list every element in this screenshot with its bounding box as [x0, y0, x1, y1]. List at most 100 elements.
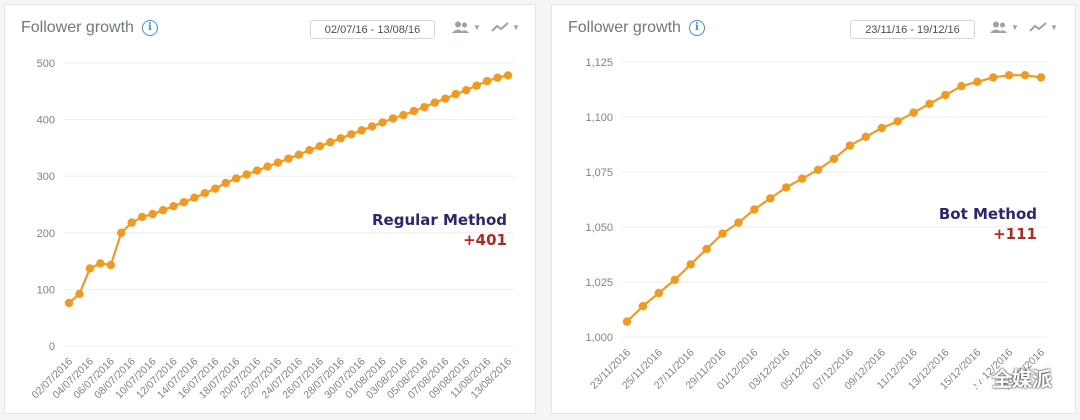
data-point[interactable]	[909, 108, 918, 117]
data-point[interactable]	[845, 141, 855, 150]
data-point[interactable]	[957, 82, 966, 91]
data-point[interactable]	[409, 106, 419, 116]
data-point[interactable]	[622, 317, 632, 326]
data-point[interactable]	[347, 130, 356, 139]
date-range-picker[interactable]: 23/11/16 - 19/12/16	[850, 20, 975, 39]
data-point[interactable]	[503, 71, 513, 80]
y-tick-label: 1,025	[585, 277, 613, 289]
data-point[interactable]	[451, 89, 460, 99]
info-circle-icon[interactable]: i	[688, 20, 705, 36]
y-tick-label: 1,100	[585, 112, 613, 124]
data-point[interactable]	[670, 275, 679, 284]
data-point[interactable]	[263, 162, 272, 171]
data-point[interactable]	[750, 205, 759, 214]
data-point[interactable]	[766, 194, 775, 203]
data-point[interactable]	[211, 184, 220, 193]
data-point[interactable]	[430, 98, 440, 107]
data-point[interactable]	[797, 174, 807, 183]
data-point[interactable]	[169, 201, 178, 211]
data-point[interactable]	[1020, 71, 1030, 80]
data-point[interactable]	[242, 170, 251, 179]
data-point[interactable]	[326, 138, 335, 147]
audience-filter-dropdown[interactable]: ▼	[452, 21, 481, 33]
chart-type-dropdown[interactable]: ▼	[491, 21, 520, 33]
date-range-picker[interactable]: 02/07/16 - 13/08/16	[310, 20, 435, 39]
data-point[interactable]	[85, 264, 95, 273]
data-point[interactable]	[493, 73, 502, 82]
data-point[interactable]	[294, 150, 304, 159]
data-point[interactable]	[718, 229, 727, 238]
data-point[interactable]	[702, 244, 711, 254]
data-point[interactable]	[232, 174, 241, 183]
data-point[interactable]	[179, 198, 189, 207]
data-point[interactable]	[284, 154, 293, 163]
data-point[interactable]	[861, 132, 871, 141]
chevron-down-icon: ▼	[473, 22, 481, 32]
data-point[interactable]	[829, 154, 839, 163]
y-tick-label: 500	[37, 58, 55, 70]
data-point[interactable]	[127, 218, 136, 227]
y-tick-label: 1,125	[585, 57, 613, 69]
audience-filter-dropdown[interactable]: ▼	[990, 21, 1019, 33]
data-point[interactable]	[336, 134, 345, 143]
y-tick-label: 200	[37, 228, 55, 240]
data-point[interactable]	[973, 77, 982, 87]
data-point[interactable]	[877, 123, 886, 133]
chart-panel-left: 0 100 200 300 400 500 02/07/2016 04/07/2016 06/0…	[4, 4, 536, 414]
data-point[interactable]	[221, 178, 230, 188]
data-point[interactable]	[654, 288, 664, 298]
wechat-icon	[960, 367, 986, 388]
method-delta: +401	[463, 231, 507, 249]
method-delta: +111	[993, 225, 1037, 243]
data-point[interactable]	[461, 85, 471, 95]
y-tick-label: 0	[49, 341, 55, 353]
data-point[interactable]	[782, 183, 791, 192]
data-point[interactable]	[378, 118, 387, 127]
data-point[interactable]	[989, 73, 998, 82]
data-point[interactable]	[117, 228, 126, 237]
data-point[interactable]	[158, 205, 168, 215]
trend-line-icon	[1029, 22, 1047, 32]
data-point[interactable]	[472, 81, 481, 90]
data-point[interactable]	[96, 259, 105, 268]
method-label: Regular Method	[372, 211, 507, 229]
data-point[interactable]	[893, 117, 902, 126]
data-point[interactable]	[941, 90, 950, 100]
data-point[interactable]	[441, 94, 450, 103]
watermark: 全媒派	[960, 363, 1052, 392]
data-point[interactable]	[190, 193, 199, 202]
data-point[interactable]	[638, 302, 648, 311]
data-point[interactable]	[686, 260, 695, 269]
data-point[interactable]	[420, 102, 429, 112]
data-point[interactable]	[148, 209, 157, 219]
y-tick-label: 400	[37, 115, 55, 127]
data-point[interactable]	[1004, 71, 1014, 80]
series-line	[626, 74, 1042, 323]
data-point[interactable]	[75, 289, 84, 299]
trend-line-icon	[491, 22, 509, 32]
data-point[interactable]	[137, 212, 147, 222]
data-point[interactable]	[399, 110, 408, 120]
series-line	[68, 74, 509, 304]
chart-type-dropdown[interactable]: ▼	[1029, 21, 1058, 33]
data-point[interactable]	[252, 166, 262, 175]
data-point[interactable]	[305, 145, 314, 155]
data-point[interactable]	[357, 126, 366, 135]
data-point[interactable]	[273, 158, 283, 167]
data-point[interactable]	[64, 298, 74, 308]
method-label: Bot Method	[939, 205, 1037, 223]
data-point[interactable]	[388, 114, 398, 123]
data-point[interactable]	[1036, 73, 1046, 82]
y-tick-label: 1,075	[585, 167, 613, 179]
data-point[interactable]	[813, 165, 823, 174]
data-point[interactable]	[734, 218, 743, 227]
data-point[interactable]	[925, 99, 934, 109]
follower-growth-chart-bot: 1,0001,0251,0501,0751,1001,12523/11/2016…	[585, 57, 1047, 392]
data-point[interactable]	[106, 260, 116, 270]
info-circle-icon[interactable]: i	[141, 20, 158, 36]
data-point[interactable]	[200, 188, 210, 198]
data-point[interactable]	[315, 142, 325, 151]
data-point[interactable]	[367, 122, 377, 131]
users-icon	[452, 21, 469, 33]
data-point[interactable]	[482, 76, 492, 86]
